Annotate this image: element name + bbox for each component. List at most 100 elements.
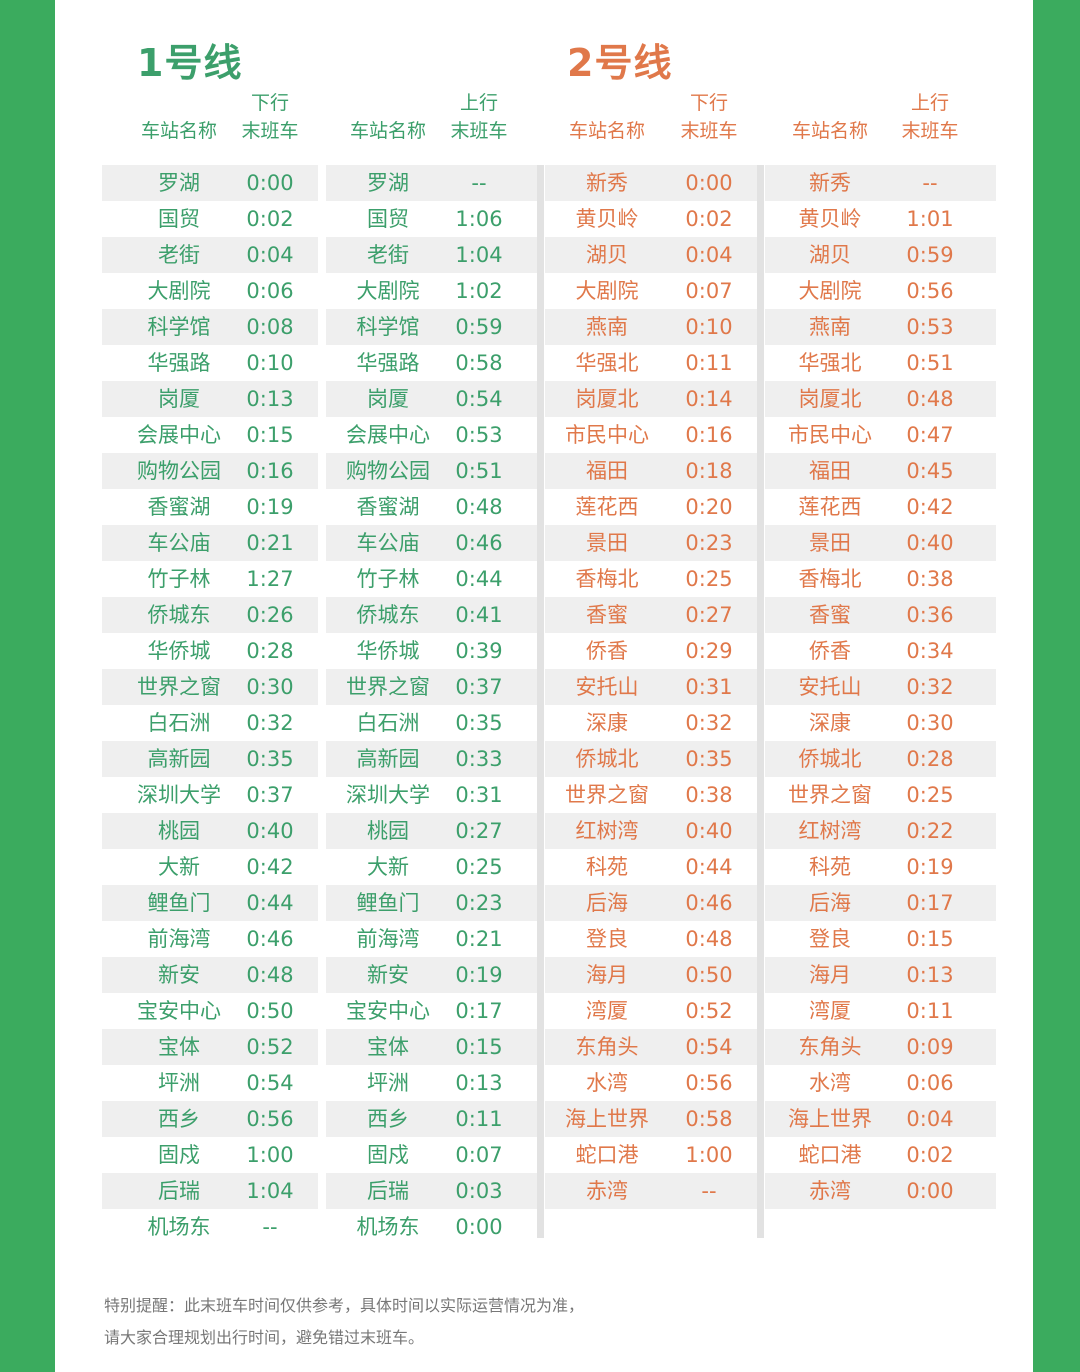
last-train-time: 0:39 bbox=[455, 639, 503, 663]
station-name: 海上世界 bbox=[565, 1107, 649, 1131]
last-train-time: 0:11 bbox=[906, 999, 954, 1023]
station-name: 固戍 bbox=[158, 1143, 200, 1167]
station-name: 老街 bbox=[158, 243, 200, 267]
last-train-time: 0:35 bbox=[685, 747, 733, 771]
last-train-time: 0:15 bbox=[455, 1035, 503, 1059]
last-train-time: 0:04 bbox=[685, 243, 733, 267]
last-train-time: 0:53 bbox=[455, 423, 503, 447]
line2-up-table-row: 东角头 0:09 bbox=[765, 1029, 996, 1065]
line2-down-table-row: 赤湾 -- bbox=[545, 1173, 757, 1209]
line2-down-table-row: 海上世界 0:58 bbox=[545, 1101, 757, 1137]
last-train-time: 1:00 bbox=[246, 1143, 294, 1167]
station-name: 华强路 bbox=[356, 351, 420, 375]
line1-up-table-row: 西乡 0:11 bbox=[326, 1101, 537, 1137]
station-name: 湾厦 bbox=[809, 999, 851, 1023]
station-name: 莲花西 bbox=[575, 495, 639, 519]
station-name: 香蜜 bbox=[586, 603, 628, 627]
line1-up-table-row: 老街 1:04 bbox=[326, 237, 537, 273]
station-name: 黄贝岭 bbox=[798, 207, 862, 231]
last-train-time: 0:51 bbox=[455, 459, 503, 483]
last-train-time: 0:16 bbox=[685, 423, 733, 447]
line1-up-table-row: 岗厦 0:54 bbox=[326, 381, 537, 417]
station-name: 水湾 bbox=[809, 1071, 851, 1095]
last-train-time: 0:45 bbox=[906, 459, 954, 483]
station-name: 市民中心 bbox=[788, 423, 872, 447]
last-train-time: 0:56 bbox=[906, 279, 954, 303]
last-train-time: 0:00 bbox=[246, 171, 294, 195]
last-train-time: 0:44 bbox=[455, 567, 503, 591]
station-name: 燕南 bbox=[586, 315, 628, 339]
last-train-time: 0:18 bbox=[685, 459, 733, 483]
last-train-time: 0:28 bbox=[246, 639, 294, 663]
station-name: 宝安中心 bbox=[137, 999, 221, 1023]
last-train-time: 0:10 bbox=[685, 315, 733, 339]
station-name: 海上世界 bbox=[788, 1107, 872, 1131]
line2-up-table-row: 登良 0:15 bbox=[765, 921, 996, 957]
line1-up-table-row: 世界之窗 0:37 bbox=[326, 669, 537, 705]
line2-up-table-row: 后海 0:17 bbox=[765, 885, 996, 921]
line1-up-table-row: 大剧院 1:02 bbox=[326, 273, 537, 309]
station-name: 宝体 bbox=[158, 1035, 200, 1059]
last-train-time: 0:29 bbox=[685, 639, 733, 663]
station-name: 西乡 bbox=[367, 1107, 409, 1131]
last-train-time: 0:48 bbox=[455, 495, 503, 519]
line2-down-table-row: 黄贝岭 0:02 bbox=[545, 201, 757, 237]
line2-down-table-row: 安托山 0:31 bbox=[545, 669, 757, 705]
last-train-time: 0:21 bbox=[246, 531, 294, 555]
line1-up-table-row: 坪洲 0:13 bbox=[326, 1065, 537, 1101]
line1-down-table-row: 大剧院 0:06 bbox=[102, 273, 318, 309]
note-line-2: 请大家合理规划出行时间，避免错过末班车。 bbox=[104, 1328, 425, 1347]
station-name: 安托山 bbox=[575, 675, 639, 699]
line2-down-table-row: 燕南 0:10 bbox=[545, 309, 757, 345]
station-name: 侨香 bbox=[586, 639, 628, 663]
line2-up-table-row: 岗厦北 0:48 bbox=[765, 381, 996, 417]
last-train-time: 0:30 bbox=[906, 711, 954, 735]
last-train-time: 0:46 bbox=[246, 927, 294, 951]
station-name: 红树湾 bbox=[575, 819, 639, 843]
last-train-time: 0:16 bbox=[246, 459, 294, 483]
station-name: 大剧院 bbox=[147, 279, 211, 303]
last-train-time: 0:50 bbox=[685, 963, 733, 987]
line1-down-table-row: 宝安中心 0:50 bbox=[102, 993, 318, 1029]
station-name: 华侨城 bbox=[147, 639, 211, 663]
station-name: 世界之窗 bbox=[346, 675, 430, 699]
line1-down-station-header: 车站名称 bbox=[140, 120, 217, 142]
last-train-time: 1:04 bbox=[246, 1179, 294, 1203]
line1-up-table-row: 鲤鱼门 0:23 bbox=[326, 885, 537, 921]
column-separator bbox=[537, 165, 544, 1238]
station-name: 水湾 bbox=[586, 1071, 628, 1095]
station-name: 高新园 bbox=[147, 747, 211, 771]
line2-down-table-row: 新秀 0:00 bbox=[545, 165, 757, 201]
line2-down-table-row: 香梅北 0:25 bbox=[545, 561, 757, 597]
line1-down-table-row: 车公庙 0:21 bbox=[102, 525, 318, 561]
line1-down-direction-header: 下行 bbox=[250, 92, 289, 114]
line2-down-last-train-header: 末班车 bbox=[680, 120, 738, 142]
station-name: 后瑞 bbox=[367, 1179, 409, 1203]
last-train-time: 0:17 bbox=[906, 891, 954, 915]
station-name: 白石洲 bbox=[147, 711, 211, 735]
last-train-time: 0:36 bbox=[906, 603, 954, 627]
line1-down-table-row: 罗湖 0:00 bbox=[102, 165, 318, 201]
last-train-time: -- bbox=[262, 1215, 278, 1239]
last-train-time: 0:15 bbox=[246, 423, 294, 447]
station-name: 海月 bbox=[586, 963, 628, 987]
line2-up-table-row: 新秀 -- bbox=[765, 165, 996, 201]
last-train-time: 0:40 bbox=[906, 531, 954, 555]
last-train-time: 0:11 bbox=[685, 351, 733, 375]
line2-up-table-row: 蛇口港 0:02 bbox=[765, 1137, 996, 1173]
last-train-time: 0:35 bbox=[455, 711, 503, 735]
last-train-time: 0:59 bbox=[906, 243, 954, 267]
station-name: 登良 bbox=[809, 927, 851, 951]
station-name: 新秀 bbox=[809, 171, 851, 195]
station-name: 赤湾 bbox=[809, 1179, 851, 1203]
line2-down-table-row: 湾厦 0:52 bbox=[545, 993, 757, 1029]
line2-down-table-row: 侨城北 0:35 bbox=[545, 741, 757, 777]
last-train-time: 0:26 bbox=[246, 603, 294, 627]
line1-down-table-row: 科学馆 0:08 bbox=[102, 309, 318, 345]
last-train-time: 0:13 bbox=[906, 963, 954, 987]
station-name: 侨城北 bbox=[575, 747, 639, 771]
last-train-time: 0:14 bbox=[685, 387, 733, 411]
line2-down-table-row: 侨香 0:29 bbox=[545, 633, 757, 669]
last-train-time: 0:15 bbox=[906, 927, 954, 951]
last-train-time: 0:13 bbox=[246, 387, 294, 411]
